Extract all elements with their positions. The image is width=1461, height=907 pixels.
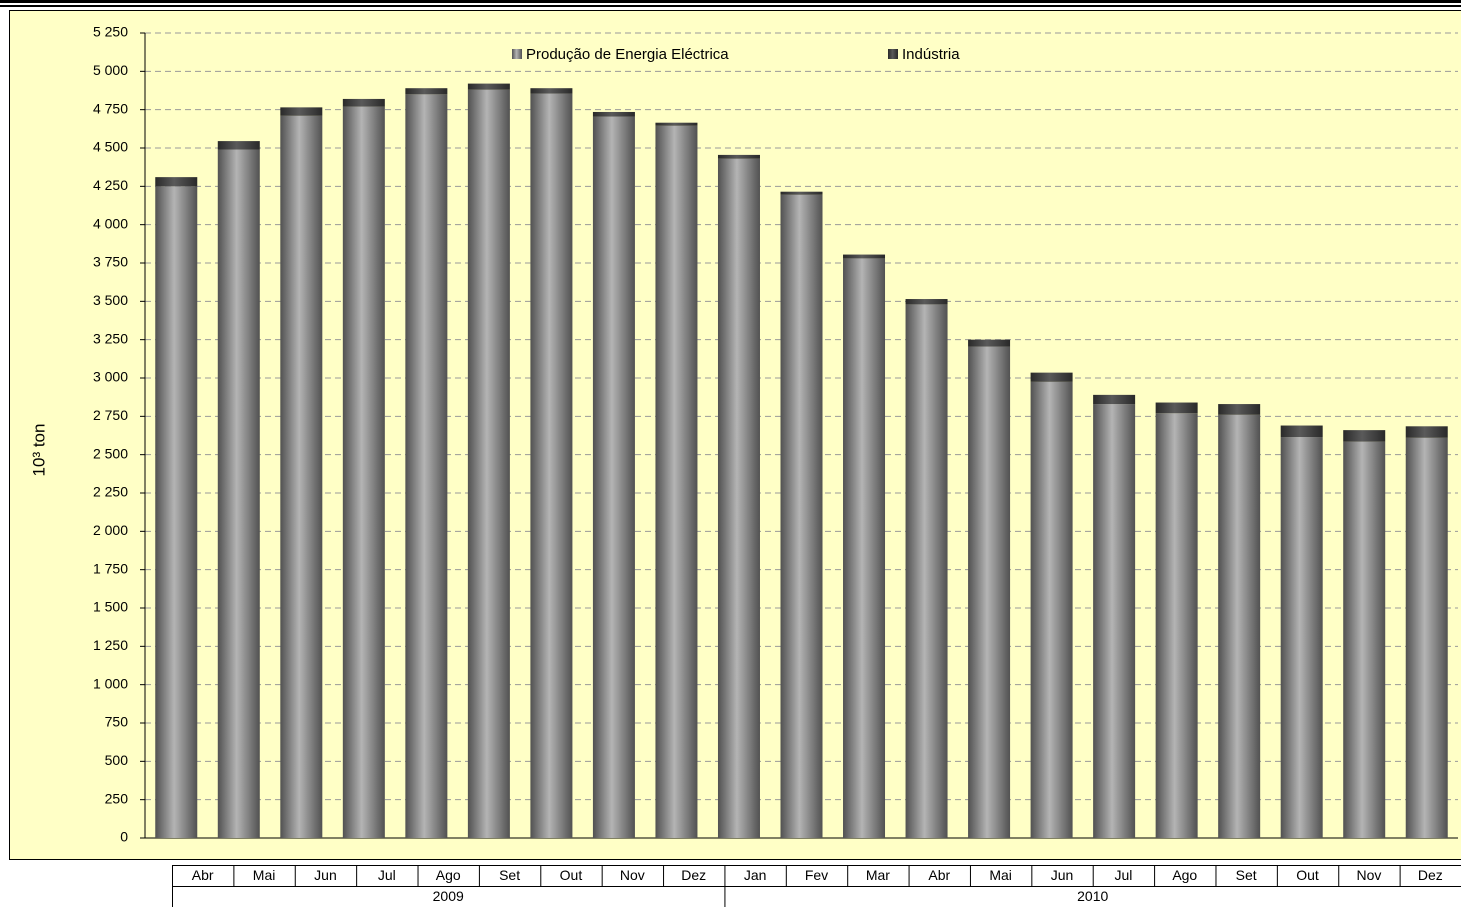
y-tick-label: 5 250 xyxy=(93,24,128,40)
category-table xyxy=(172,865,1461,907)
x-tick-label: Ago xyxy=(436,867,461,883)
bar-segment xyxy=(905,304,948,838)
y-axis-label: 10³ ton xyxy=(29,424,48,477)
y-tick-label: 2 750 xyxy=(93,407,128,423)
x-tick-label: Set xyxy=(499,867,520,883)
y-tick-label: 1 000 xyxy=(93,675,128,691)
group-label: 2010 xyxy=(1077,888,1108,904)
bar-segment xyxy=(155,186,198,839)
x-tick-label: Nov xyxy=(620,867,645,883)
y-tick-label: 4 500 xyxy=(93,139,128,155)
legend-label: Indústria xyxy=(902,46,960,63)
bar-segment xyxy=(1093,404,1136,838)
bar-segment xyxy=(405,94,448,839)
group-label: 2009 xyxy=(433,888,464,904)
bar-segment xyxy=(843,254,886,259)
y-tick-label: 1 250 xyxy=(93,637,128,653)
y-tick-label: 750 xyxy=(105,714,129,730)
bar-segment xyxy=(342,98,385,107)
x-tick-label: Abr xyxy=(192,867,214,883)
x-tick-label: Abr xyxy=(928,867,950,883)
x-tick-label: Dez xyxy=(1418,867,1443,883)
y-tick-label: 3 000 xyxy=(93,369,128,385)
bar-segment xyxy=(968,339,1011,347)
bar-segment xyxy=(1343,441,1386,838)
bar-segment xyxy=(1405,426,1448,438)
y-tick-label: 2 250 xyxy=(93,484,128,500)
x-tick-label: Jun xyxy=(1051,867,1074,883)
bar-segment xyxy=(530,88,573,94)
y-tick-label: 3 750 xyxy=(93,254,128,270)
y-tick-label: 3 250 xyxy=(93,330,128,346)
bar-segment xyxy=(1218,404,1261,415)
bar-segment xyxy=(467,83,510,90)
bar-segment xyxy=(1030,372,1073,382)
top-border xyxy=(0,5,1461,7)
bar-segment xyxy=(155,177,198,187)
y-tick-label: 4 250 xyxy=(93,177,128,193)
x-tick-label: Mai xyxy=(253,867,276,883)
y-tick-label: 4 000 xyxy=(93,215,128,231)
x-tick-label: Jul xyxy=(378,867,396,883)
legend-swatch xyxy=(888,49,898,59)
bar-segment xyxy=(467,89,510,838)
bar-segment xyxy=(217,149,260,839)
y-tick-label: 2 000 xyxy=(93,522,128,538)
bar-segment xyxy=(655,125,698,839)
bar-segment xyxy=(717,154,760,159)
bar-segment xyxy=(1405,437,1448,838)
y-tick-label: 1 500 xyxy=(93,599,128,615)
x-tick-label: Fev xyxy=(805,867,828,883)
x-tick-label: Out xyxy=(560,867,583,883)
bar-segment xyxy=(592,116,635,839)
x-tick-label: Out xyxy=(1296,867,1319,883)
x-tick-label: Jan xyxy=(744,867,767,883)
bar-segment xyxy=(843,258,886,838)
bar-segment xyxy=(780,191,823,195)
top-border xyxy=(0,0,1461,3)
bar-segment xyxy=(217,141,260,150)
bar-segment xyxy=(1218,414,1261,838)
x-tick-label: Dez xyxy=(681,867,706,883)
bar-segment xyxy=(968,346,1011,838)
x-tick-label: Ago xyxy=(1172,867,1197,883)
x-tick-label: Mai xyxy=(989,867,1012,883)
bar-segment xyxy=(780,194,823,838)
bar-segment xyxy=(405,88,448,95)
bar-segment xyxy=(717,158,760,838)
bar-segment xyxy=(592,111,635,117)
bar-segment xyxy=(1280,437,1323,838)
y-tick-label: 0 xyxy=(120,829,128,845)
x-tick-label: Mar xyxy=(866,867,890,883)
bar-segment xyxy=(905,299,948,305)
bar-segment xyxy=(280,107,323,116)
x-tick-label: Nov xyxy=(1356,867,1381,883)
bar-segment xyxy=(655,122,698,126)
x-tick-label: Jun xyxy=(314,867,337,883)
legend-label: Produção de Energia Eléctrica xyxy=(526,46,729,63)
bar-segment xyxy=(1280,425,1323,438)
bar-segment xyxy=(1155,402,1198,414)
y-tick-label: 1 750 xyxy=(93,560,128,576)
x-tick-label: Jul xyxy=(1114,867,1132,883)
y-tick-label: 4 750 xyxy=(93,100,128,116)
y-tick-label: 3 500 xyxy=(93,292,128,308)
x-tick-label: Set xyxy=(1236,867,1257,883)
bar-segment xyxy=(1343,430,1386,442)
y-tick-label: 5 000 xyxy=(93,62,128,78)
y-tick-label: 250 xyxy=(105,790,129,806)
bar-segment xyxy=(1030,381,1073,838)
y-tick-label: 500 xyxy=(105,752,129,768)
bar-segment xyxy=(342,106,385,839)
y-tick-label: 2 500 xyxy=(93,445,128,461)
bar-segment xyxy=(280,115,323,839)
legend-swatch xyxy=(512,49,522,59)
bar-segment xyxy=(1155,413,1198,838)
bar-segment xyxy=(530,93,573,839)
bar-segment xyxy=(1093,394,1136,405)
